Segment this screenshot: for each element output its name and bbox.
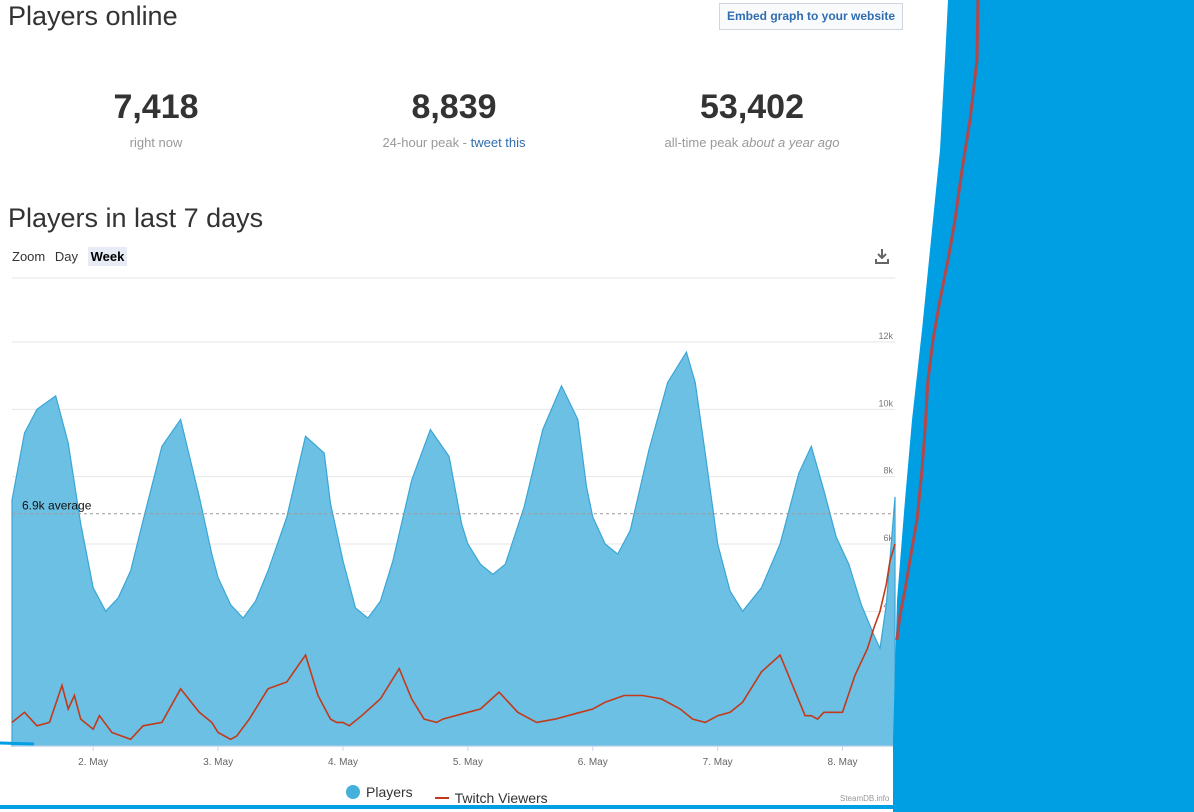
average-label: 6.9k average [22,499,92,513]
current-players-value: 7,418 [113,88,199,126]
y-tick-label: 10k [878,398,893,408]
peak-24h-label: 24-hour peak - [382,135,471,150]
all-time-peak-ago: about a year ago [741,135,840,150]
x-tick-label: 6. May [578,757,608,768]
blue-paint-fill [893,0,1194,812]
x-tick-label: 2. May [78,757,108,768]
x-tick-label: 4. May [328,757,358,768]
peak-24h-label-row: 24-hour peak - tweet this [324,135,584,150]
chart-legend: Players Twitch Viewers [346,784,566,806]
current-players-label: right now [129,135,183,150]
x-tick-label: 8. May [828,757,858,768]
twitch-line [11,543,896,741]
x-tick-label: 7. May [703,757,733,768]
zoom-label: Zoom [12,249,46,264]
zoom-controls: Zoom Day Week [12,247,128,266]
legend-twitch[interactable]: Twitch Viewers [434,790,548,806]
legend-twitch-label: Twitch Viewers [454,790,548,806]
all-time-peak-label: all-time peak [664,135,742,150]
legend-players-label: Players [366,784,413,800]
download-icon[interactable] [872,246,892,266]
stat-current-players: 7,418 right now [26,88,286,150]
red-paint-stroke [895,0,980,641]
zoom-week-button[interactable]: Week [87,247,128,266]
stat-24h-peak: 8,839 24-hour peak - tweet this [324,88,584,150]
tweet-this-link[interactable]: tweet this [470,135,526,150]
section-title: Players in last 7 days [8,203,264,233]
y-tick-label: 6k [883,533,893,543]
all-time-peak-value: 53,402 [700,88,804,126]
y-tick-label: 12k [878,331,893,341]
players-area [11,350,896,747]
stat-all-time-peak: 53,402 all-time peak about a year ago [622,88,882,150]
legend-twitch-swatch [434,797,449,799]
zoom-day-button[interactable]: Day [54,249,78,264]
page-title: Players online [8,1,178,31]
peak-24h-value: 8,839 [411,88,497,126]
y-tick-label: 8k [883,466,893,476]
chart-credit: SteamDB.info [840,794,890,803]
legend-players-swatch [346,785,360,799]
legend-players[interactable]: Players [346,784,413,800]
embed-graph-button[interactable]: Embed graph to your website [719,3,903,30]
x-tick-label: 5. May [453,757,483,768]
all-time-peak-label-row: all-time peak about a year ago [622,135,882,150]
blue-paint-tick [0,741,35,746]
x-tick-label: 3. May [203,757,233,768]
